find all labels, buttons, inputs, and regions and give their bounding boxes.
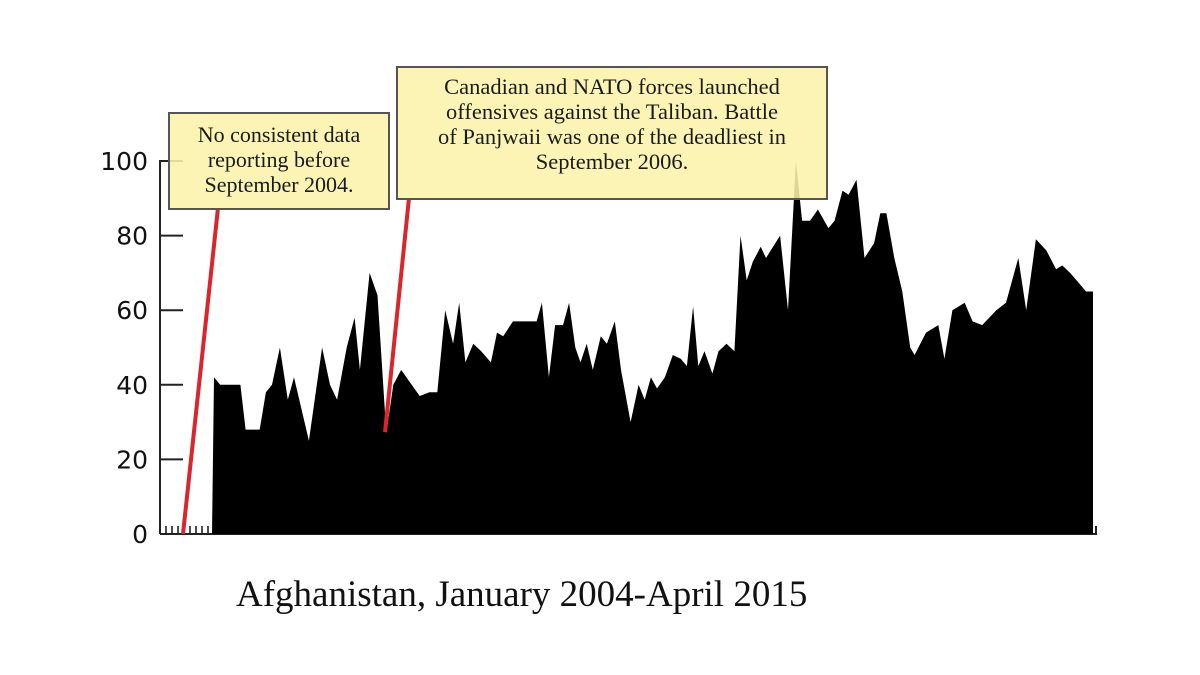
annotation-text: Canadian and NATO forces launched [444,74,780,99]
y-tick-label: 20 [116,445,148,474]
annotation-pointer-line-2 [383,197,411,433]
annotation-box-panjwaii: Canadian and NATO forces launched offens… [396,66,828,200]
annotation-text: September 2004. [204,172,354,197]
y-tick-label: 80 [116,222,148,251]
annotation-text: No consistent data [197,122,361,147]
y-tick-label: 100 [100,147,148,176]
y-tick-label: 40 [116,371,148,400]
annotation-text: September 2006. [535,149,689,174]
y-tick-label: 0 [132,520,148,549]
annotation-text: offensives against the Taliban. Battle [446,99,778,124]
x-axis-minor-ticks [165,526,209,534]
series-area-afghanistan [212,161,1093,534]
annotation-text: reporting before [207,147,351,172]
annotation-pointer-line-1 [181,207,220,535]
y-axis-ticks: 0 20 40 60 80 100 [100,147,183,549]
x-axis-caption: Afghanistan, January 2004-April 2015 [236,574,808,615]
annotation-text: of Panjwaii was one of the deadliest in [437,124,787,149]
annotation-box-no-data: No consistent data reporting before Sept… [168,112,390,210]
y-tick-label: 60 [116,296,148,325]
